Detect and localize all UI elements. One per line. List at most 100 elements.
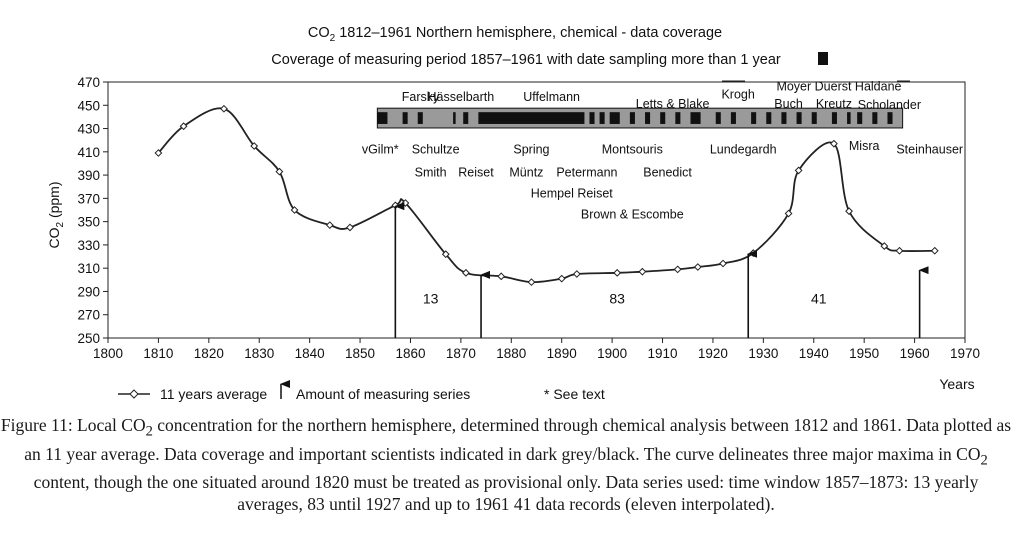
data-point — [290, 206, 299, 214]
scientist-label: Müntz — [509, 166, 543, 180]
coverage-segment — [751, 112, 757, 124]
data-point — [719, 259, 727, 268]
y-tick-label: 290 — [77, 284, 100, 299]
scientist-label: Krogh — [721, 88, 754, 102]
coverage-segment — [377, 112, 388, 124]
x-tick-label: 1820 — [194, 346, 224, 361]
scientist-label: Spring — [513, 142, 549, 156]
data-point — [346, 223, 354, 232]
data-point — [441, 250, 450, 259]
y-tick-label: 330 — [77, 238, 100, 253]
y-tick-label: 450 — [77, 98, 100, 113]
subtitle-swatch — [818, 52, 828, 65]
x-tick-label: 1860 — [395, 346, 425, 361]
x-tick-label: 1910 — [648, 346, 678, 361]
coverage-segment — [857, 112, 863, 124]
data-point — [613, 268, 622, 277]
scientist-label: vGilm* — [362, 142, 399, 156]
scientist-label: Kreutz — [816, 97, 852, 111]
scientist-label: Smith — [415, 166, 447, 180]
coverage-segment — [796, 112, 802, 124]
coverage-segment — [872, 112, 878, 124]
data-point — [325, 221, 334, 230]
data-point — [784, 209, 793, 218]
coverage-segment — [453, 112, 456, 124]
coverage-segment — [417, 112, 423, 124]
data-point — [154, 149, 163, 157]
x-tick-label: 1920 — [698, 346, 728, 361]
y-tick-label: 390 — [77, 168, 100, 183]
coverage-segment — [609, 112, 620, 124]
count-label: 41 — [811, 290, 827, 306]
coverage-segment — [847, 112, 851, 124]
caption-prefix: Figure 11: Local CO — [0, 415, 146, 435]
count-labels: 13 83 41 — [423, 290, 827, 306]
coverage-segment — [478, 112, 585, 124]
scientist-label: Farsky — [402, 90, 440, 104]
data-point — [250, 142, 259, 150]
caption-suffix: content, though the one situated around … — [33, 472, 979, 514]
y-tick-label: 430 — [77, 122, 100, 137]
legend-note: * See text — [544, 386, 605, 402]
data-point — [275, 167, 284, 176]
x-tick-label: 1800 — [93, 346, 123, 361]
x-tick-label: 1850 — [345, 346, 375, 361]
x-tick-label: 1930 — [748, 346, 778, 361]
scientist-label: Hässelbarth — [428, 90, 495, 104]
caption-sub-1: 2 — [145, 423, 153, 440]
coverage-segment — [402, 112, 408, 124]
scientist-label: Hempel Reiset — [531, 187, 614, 201]
scientist-label: Lundegardh — [710, 142, 777, 156]
coverage-segment — [463, 112, 469, 124]
measurement-arrows — [394, 202, 929, 338]
coverage-segment — [599, 112, 605, 124]
data-point — [845, 207, 853, 216]
scientist-label: Brown & Escombe — [581, 207, 684, 221]
scientist-label: Schultze — [412, 142, 460, 156]
data-point — [179, 122, 188, 131]
x-tick-label: 1840 — [295, 346, 325, 361]
coverage-segment — [675, 112, 681, 124]
chart-subtitle: Coverage of measuring period 1857–1961 w… — [271, 52, 781, 68]
caption-sub-2: 2 — [980, 452, 988, 468]
data-point — [527, 278, 536, 287]
y-axis-label: CO2 (ppm) — [46, 181, 66, 248]
coverage-segment — [629, 112, 635, 124]
x-tick-label: 1890 — [547, 346, 577, 361]
x-tick-label: 1880 — [496, 346, 526, 361]
data-point — [462, 268, 470, 277]
scientist-label: Buch — [774, 97, 803, 111]
coverage-background — [376, 107, 904, 129]
x-tick-label: 1960 — [900, 346, 930, 361]
y-tick-label: 350 — [77, 215, 100, 230]
legend-line-label: 11 years average — [160, 386, 267, 402]
coverage-segment — [766, 112, 772, 124]
x-axis: 1800 1810 1820 1830 1840 1850 1860 1870 1880 1890… — [93, 338, 980, 361]
legend-marker — [129, 389, 139, 399]
coverage-segment — [811, 112, 817, 124]
coverage-segment — [589, 112, 595, 124]
plot-frame — [107, 81, 966, 339]
coverage-segment — [660, 112, 666, 124]
caption-middle: concentration for the northern hemispher… — [24, 415, 1012, 464]
coverage-segment — [730, 112, 736, 124]
scientist-label: Uffelmann — [523, 90, 580, 104]
x-axis-label: Years — [939, 376, 974, 392]
y-tick-label: 410 — [77, 145, 100, 160]
y-tick-label: 270 — [77, 308, 100, 323]
data-point — [497, 272, 506, 281]
data-point — [557, 274, 566, 283]
scientist-label: Benedict — [643, 166, 692, 180]
data-point — [220, 104, 228, 113]
legend: 11 years average Amount of measuring ser… — [118, 380, 605, 402]
data-point — [572, 270, 581, 278]
x-tick-label: 1950 — [849, 346, 879, 361]
x-tick-label: 1970 — [950, 346, 980, 361]
scientist-label: Letts & Blake — [636, 97, 710, 111]
x-tick-label: 1810 — [143, 346, 173, 361]
coverage-segment — [645, 112, 651, 124]
y-tick-label: 310 — [77, 261, 100, 276]
y-tick-label: 370 — [77, 191, 100, 206]
